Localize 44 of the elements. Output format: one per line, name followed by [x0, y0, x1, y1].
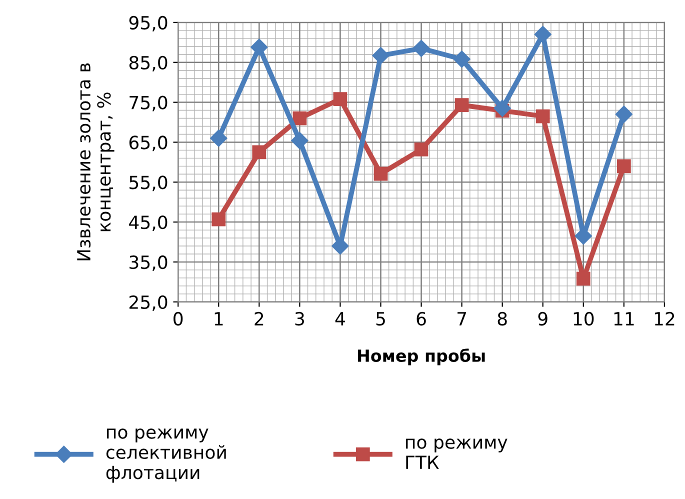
legend-label: по режиму селективной флотации: [106, 428, 226, 483]
y-axis-title: Извлечение золота в концентрат, %: [77, 63, 114, 260]
y-tick-label: 65,0: [129, 136, 168, 152]
point: [414, 142, 428, 156]
y-tick-label: 75,0: [130, 96, 168, 112]
legend-label: по режиму ГТК: [406, 438, 508, 469]
y-tick-label: 25,0: [130, 295, 168, 311]
x-tick-label: 5: [376, 312, 385, 326]
point: [292, 111, 307, 126]
point: [412, 40, 430, 57]
x-tick-label: 0: [174, 312, 183, 326]
point: [494, 100, 511, 117]
point: [212, 212, 226, 226]
x-tick-label: 1: [214, 312, 223, 326]
point: [210, 130, 228, 147]
x-tick-label: 2: [254, 312, 264, 326]
y-tick-label: 45,0: [129, 216, 168, 232]
x-tick-label: 4: [335, 312, 345, 326]
point: [250, 38, 268, 56]
point: [576, 272, 590, 286]
x-tick-label: 9: [538, 312, 548, 326]
point: [534, 26, 552, 43]
point: [333, 92, 348, 106]
x-tick-label: 3: [295, 312, 304, 326]
x-tick-label: 11: [614, 312, 634, 326]
point: [252, 145, 266, 160]
point: [616, 159, 631, 174]
point: [374, 166, 388, 181]
x-tick-label: 6: [416, 312, 426, 326]
x-tick-label: 8: [498, 312, 507, 326]
point: [615, 106, 632, 123]
y-tick-label: 55,0: [130, 176, 168, 192]
x-axis-title: Номер пробы: [358, 348, 485, 366]
point: [291, 132, 308, 150]
y-tick-label: 35,0: [130, 255, 168, 271]
point: [454, 98, 469, 112]
x-tick-label: 12: [654, 312, 674, 326]
y-tick-label: 95,0: [129, 16, 168, 32]
y-tick-label: 85,0: [129, 56, 168, 72]
x-tick-label: 10: [574, 312, 594, 326]
point: [372, 47, 390, 64]
point: [453, 50, 470, 68]
point: [536, 109, 550, 124]
x-tick-label: 7: [458, 312, 466, 326]
